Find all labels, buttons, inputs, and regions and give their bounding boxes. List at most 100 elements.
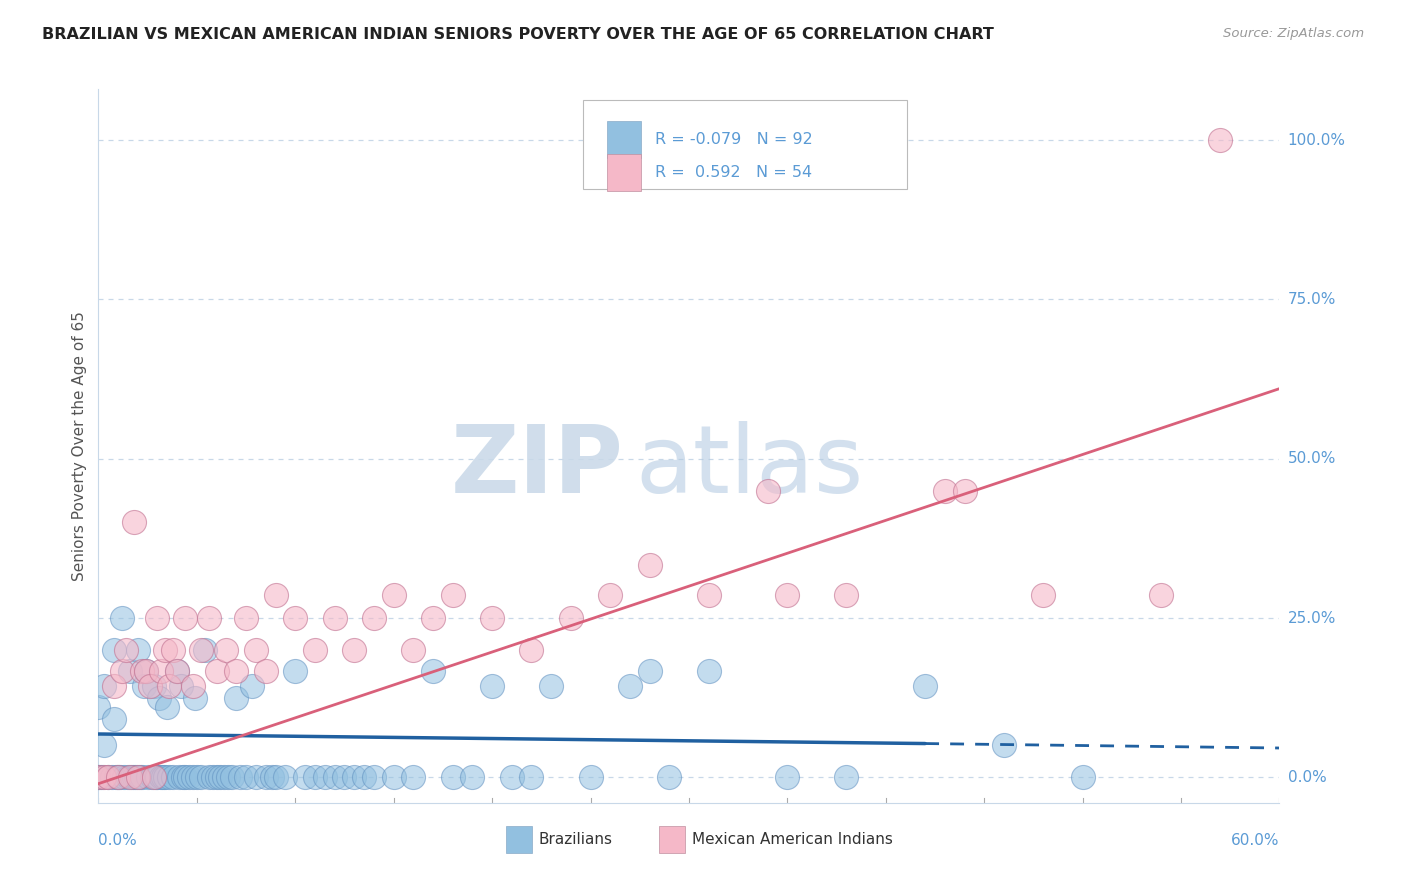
Point (89, 770, 111, 784)
Point (111, 664, 134, 678)
Text: ZIP: ZIP (451, 421, 624, 514)
Point (284, 664, 307, 678)
FancyBboxPatch shape (582, 100, 907, 189)
Point (835, 588, 858, 602)
Point (152, 770, 174, 784)
Point (91, 770, 114, 784)
Point (186, 770, 208, 784)
Point (229, 770, 252, 784)
Point (117, 770, 139, 784)
Point (197, 770, 219, 784)
Point (145, 770, 167, 784)
Point (520, 643, 543, 657)
FancyBboxPatch shape (607, 120, 641, 158)
Text: R = -0.079   N = 92: R = -0.079 N = 92 (655, 132, 813, 146)
Point (166, 664, 188, 678)
Point (402, 643, 425, 657)
Point (118, 664, 141, 678)
Text: 50.0%: 50.0% (1288, 451, 1336, 467)
Point (481, 679, 503, 693)
Point (835, 770, 858, 784)
Point (260, 770, 283, 784)
Point (235, 770, 257, 784)
Point (560, 611, 582, 625)
Point (181, 679, 204, 693)
Point (177, 770, 200, 784)
Point (142, 679, 165, 693)
Point (135, 664, 157, 678)
Point (127, 643, 149, 657)
Point (363, 770, 385, 784)
FancyBboxPatch shape (506, 826, 531, 853)
Text: 0.0%: 0.0% (98, 833, 138, 848)
Point (402, 770, 425, 784)
Point (142, 770, 165, 784)
Point (304, 643, 326, 657)
Point (520, 770, 543, 784)
Point (162, 770, 184, 784)
Point (174, 611, 197, 625)
Text: 100.0%: 100.0% (1288, 133, 1346, 148)
Point (184, 690, 207, 705)
Point (122, 516, 145, 530)
Point (264, 770, 287, 784)
FancyBboxPatch shape (659, 826, 685, 853)
Point (1071, 770, 1094, 784)
Point (776, 770, 799, 784)
Point (157, 679, 180, 693)
Point (150, 770, 173, 784)
Text: Brazilians: Brazilians (538, 832, 613, 847)
Point (197, 611, 219, 625)
Text: Mexican American Indians: Mexican American Indians (693, 832, 893, 847)
Point (205, 770, 228, 784)
Point (103, 679, 125, 693)
Point (103, 643, 125, 657)
Point (323, 770, 346, 784)
Point (638, 664, 661, 678)
Point (363, 611, 385, 625)
Point (776, 588, 799, 602)
Point (264, 588, 287, 602)
Point (638, 558, 661, 573)
Point (172, 770, 194, 784)
Point (132, 679, 155, 693)
Point (155, 770, 177, 784)
Point (194, 643, 217, 657)
Point (382, 588, 405, 602)
Point (146, 770, 169, 784)
Text: 60.0%: 60.0% (1232, 833, 1279, 848)
Point (87, 699, 110, 714)
Point (167, 770, 190, 784)
Point (150, 664, 173, 678)
Point (107, 770, 129, 784)
Point (953, 483, 976, 498)
Point (111, 611, 134, 625)
Point (579, 770, 602, 784)
Point (1032, 588, 1054, 602)
Point (422, 664, 444, 678)
Point (108, 770, 131, 784)
Point (146, 611, 169, 625)
Point (756, 483, 779, 498)
Point (93, 739, 115, 753)
Point (127, 770, 149, 784)
Point (284, 611, 307, 625)
Text: 0.0%: 0.0% (1288, 770, 1326, 785)
Point (294, 770, 316, 784)
Point (201, 770, 224, 784)
Point (131, 770, 153, 784)
Point (619, 679, 641, 693)
Point (125, 770, 148, 784)
Point (118, 770, 141, 784)
Point (382, 770, 405, 784)
Point (162, 643, 184, 657)
Point (501, 770, 523, 784)
Point (166, 664, 188, 678)
Point (181, 770, 204, 784)
Point (209, 770, 232, 784)
Point (155, 643, 177, 657)
Point (136, 770, 159, 784)
Point (314, 770, 336, 784)
Text: 75.0%: 75.0% (1288, 292, 1336, 307)
Point (131, 664, 153, 678)
